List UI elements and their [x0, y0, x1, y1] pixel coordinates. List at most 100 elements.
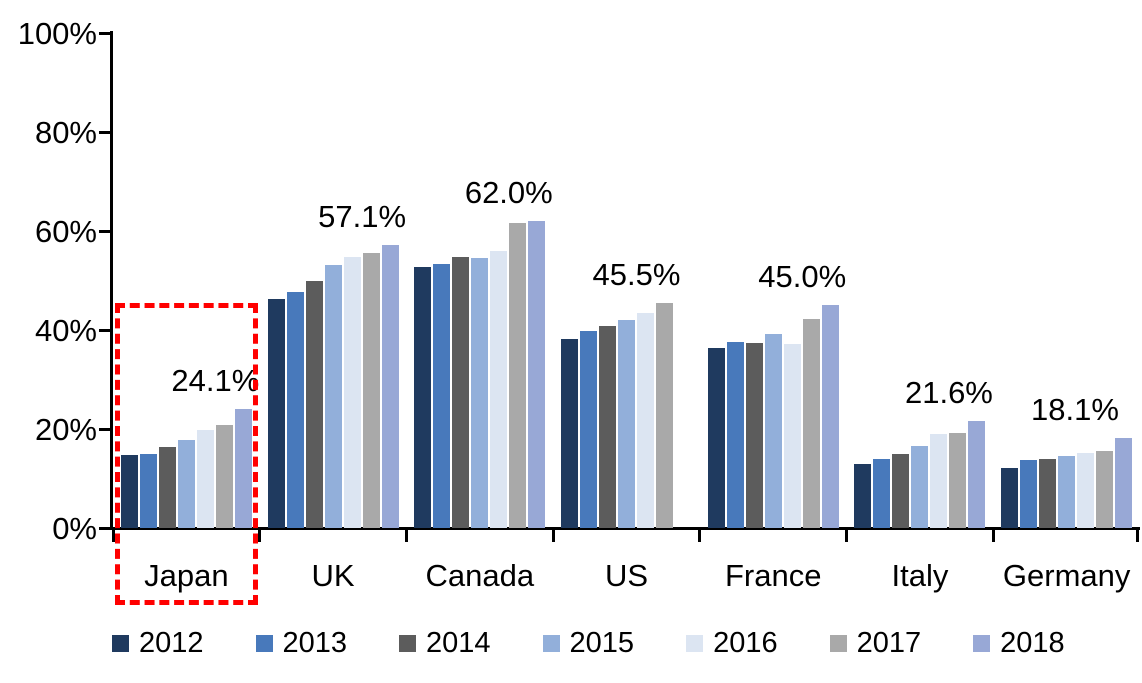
bar-france-2013 [726, 341, 744, 528]
legend-swatch-2015 [542, 635, 560, 652]
bar-italy-2014 [892, 453, 910, 528]
legend-label-2013: 2013 [282, 627, 348, 659]
y-tick-label: 60% [34, 214, 97, 249]
legend-swatch-2018 [973, 635, 991, 652]
bar-japan-2016 [196, 429, 214, 528]
x-tick [698, 530, 702, 542]
category-label-uk: UK [311, 558, 355, 593]
bar-italy-2015 [911, 445, 929, 528]
bar-uk-2018 [381, 245, 399, 528]
bar-germany-2015 [1058, 456, 1076, 528]
data-label-canada: 62.0% [464, 175, 553, 211]
legend-swatch-2014 [399, 635, 417, 652]
y-tick [99, 328, 111, 332]
bar-canada-2017 [509, 223, 527, 528]
legend-item-2014: 2014 [399, 629, 491, 658]
bar-italy-2018 [968, 421, 986, 528]
bar-us-2017 [656, 302, 673, 528]
x-tick [404, 530, 408, 542]
bar-japan-2012 [120, 455, 138, 528]
bar-france-2017 [802, 319, 820, 528]
data-label-italy: 21.6% [904, 375, 993, 411]
legend-item-2016: 2016 [686, 629, 778, 658]
legend: 2012 2013 2014 2015 2016 2017 2018 [112, 629, 1065, 658]
category-label-japan: Japan [144, 558, 229, 593]
legend-item-2013: 2013 [255, 627, 348, 659]
bar-germany-2013 [1020, 460, 1038, 528]
japan-highlight-dashed-box [115, 303, 258, 605]
x-tick [111, 530, 115, 542]
bar-canada-2012 [414, 266, 432, 528]
category-label-canada: Canada [425, 558, 535, 593]
data-label-germany: 18.1% [1031, 392, 1119, 428]
bar-uk-2017 [362, 252, 380, 528]
legend-label-2015: 2015 [569, 627, 635, 659]
bar-canada-2018 [528, 221, 546, 528]
bar-japan-2017 [215, 425, 233, 528]
bar-us-2012 [561, 338, 578, 528]
bar-uk-2015 [324, 265, 342, 528]
category-label-italy: Italy [891, 558, 949, 593]
legend-item-2012: 2012 [112, 629, 204, 658]
bar-us-2014 [599, 326, 616, 528]
legend-item-2017: 2017 [829, 627, 922, 659]
x-tick [845, 530, 849, 542]
bar-canada-2013 [433, 264, 451, 528]
x-tick [991, 530, 995, 542]
y-tick [99, 427, 111, 431]
bar-germany-2018 [1115, 438, 1133, 528]
data-label-us: 45.5% [592, 256, 681, 292]
legend-label-2012: 2012 [139, 627, 204, 659]
data-label-japan: 24.1% [171, 362, 260, 398]
legend-label-2017: 2017 [856, 627, 922, 659]
bar-france-2018 [821, 305, 839, 528]
legend-swatch-2017 [829, 635, 847, 652]
bar-france-2015 [764, 334, 782, 528]
bar-france-2016 [783, 343, 801, 528]
bar-uk-2013 [286, 291, 304, 528]
bar-japan-2015 [177, 439, 195, 528]
bar-canada-2015 [471, 258, 489, 528]
bar-italy-2016 [930, 434, 948, 528]
y-tick [99, 526, 111, 530]
y-tick-label: 100% [17, 16, 97, 51]
legend-item-2018: 2018 [973, 629, 1065, 658]
legend-swatch-2012 [112, 635, 129, 652]
legend-label-2018: 2018 [1000, 627, 1065, 659]
legend-item-2015: 2015 [542, 627, 635, 659]
data-label-france: 45.0% [758, 259, 847, 295]
y-tick [99, 130, 111, 134]
bar-japan-2014 [158, 446, 176, 528]
bar-france-2012 [707, 347, 725, 528]
y-tick-label: 40% [34, 313, 97, 348]
bar-canada-2016 [490, 250, 508, 528]
bar-italy-2017 [949, 433, 967, 528]
x-axis-line [110, 527, 1140, 530]
legend-label-2016: 2016 [713, 627, 778, 659]
category-label-france: France [724, 558, 822, 593]
x-tick [258, 530, 262, 542]
bar-uk-2014 [305, 280, 323, 528]
bar-france-2014 [745, 342, 763, 528]
y-tick-label: 20% [34, 412, 97, 447]
category-label-germany: Germany [1002, 558, 1131, 593]
bar-uk-2016 [343, 257, 361, 528]
y-tick [99, 229, 111, 233]
bar-germany-2014 [1039, 458, 1057, 528]
legend-swatch-2016 [686, 635, 704, 652]
legend-label-2014: 2014 [426, 627, 491, 659]
x-tick [1135, 530, 1139, 542]
x-tick [551, 530, 555, 542]
bar-uk-2012 [267, 298, 285, 528]
y-tick-label: 0% [52, 511, 97, 546]
bar-us-2013 [580, 330, 597, 528]
bar-germany-2012 [1001, 467, 1019, 528]
bar-us-2015 [618, 319, 635, 528]
bar-italy-2012 [854, 463, 872, 528]
bar-germany-2017 [1096, 450, 1114, 528]
y-tick [99, 31, 111, 35]
y-axis-line [110, 31, 113, 530]
bar-us-2016 [637, 313, 654, 528]
legend-swatch-2013 [255, 635, 273, 652]
